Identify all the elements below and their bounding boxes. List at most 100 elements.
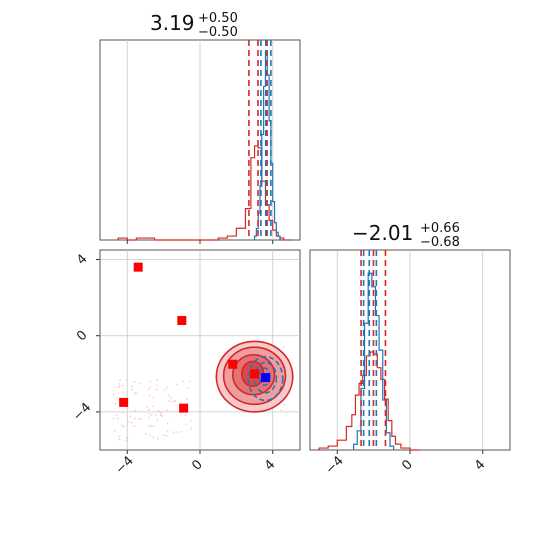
red-square-marker <box>177 315 187 325</box>
sample-point <box>159 412 162 415</box>
sample-point <box>125 439 128 442</box>
sample-point <box>150 414 153 417</box>
red-histogram-step <box>117 145 291 241</box>
quantile-lines <box>360 250 387 450</box>
sample-point <box>150 425 153 427</box>
sample-point <box>112 417 115 420</box>
title-minus: −0.50 <box>198 25 238 40</box>
sample-point <box>162 434 165 437</box>
sample-point <box>140 418 143 421</box>
sample-point <box>155 413 157 416</box>
sample-point <box>119 379 121 381</box>
sample-point <box>159 410 162 413</box>
sample-point <box>156 419 159 422</box>
sample-point <box>148 394 151 397</box>
sample-point <box>166 429 169 432</box>
x-tick-label: 4 <box>472 457 488 473</box>
sample-point <box>147 409 150 412</box>
panel-param2-histogram: −4 0 4 −2.01 +0.66 −0.68 <box>309 221 511 478</box>
sample-point <box>167 394 170 397</box>
sample-point <box>118 438 121 441</box>
sample-point <box>121 412 124 415</box>
sample-point <box>148 425 151 428</box>
panel-title: 3.19 +0.50 −0.50 <box>150 11 238 40</box>
sample-point <box>185 423 187 426</box>
sample-point <box>114 402 117 405</box>
sample-point <box>182 380 184 383</box>
sample-point <box>133 417 136 420</box>
sample-point <box>127 421 129 423</box>
sample-point <box>169 397 172 399</box>
panel-grid <box>336 250 484 450</box>
sample-point <box>138 417 141 420</box>
sample-point <box>176 431 179 434</box>
sample-point <box>157 409 160 412</box>
sample-point <box>163 389 166 391</box>
x-tick-label: −4 <box>323 453 347 477</box>
sample-point <box>161 415 163 417</box>
y-tick-label: 4 <box>74 252 90 268</box>
title-plus: +0.50 <box>198 11 238 26</box>
sample-point <box>280 409 283 411</box>
sample-point <box>133 425 136 427</box>
sample-point <box>282 346 285 348</box>
sample-point <box>121 424 124 427</box>
quantile-lines <box>248 40 272 240</box>
panel-2d-contour: −4 0 4 −4 0 4 <box>70 249 301 478</box>
sample-point <box>118 385 120 388</box>
sample-point <box>172 400 175 403</box>
sample-point <box>117 417 119 420</box>
sample-point <box>190 428 192 430</box>
sample-point <box>148 434 151 436</box>
sample-point <box>115 414 118 417</box>
sample-point <box>131 385 134 388</box>
sample-point <box>133 392 136 395</box>
sample-point <box>189 419 192 422</box>
sample-point <box>184 414 187 417</box>
y-tick-label: −4 <box>70 400 94 424</box>
sample-point <box>125 379 128 382</box>
red-square-marker <box>228 359 238 369</box>
sample-point <box>130 388 133 391</box>
sample-point <box>157 438 159 440</box>
x-tick-label: 0 <box>399 457 415 473</box>
sample-point <box>139 382 142 385</box>
sample-point <box>147 416 150 419</box>
blue-square-marker <box>260 373 270 383</box>
red-square-marker <box>119 397 129 407</box>
sample-point <box>112 393 115 396</box>
sample-point <box>122 391 124 394</box>
title-minus: −0.68 <box>420 235 460 250</box>
sample-point <box>122 425 125 428</box>
sample-point <box>283 403 286 406</box>
red-square-marker <box>250 369 260 379</box>
blue-contour <box>258 367 271 387</box>
y-tick-label: 0 <box>74 328 90 344</box>
sample-point <box>133 381 136 384</box>
sample-point <box>151 405 154 408</box>
red-square-marker <box>133 262 143 272</box>
red-square-marker <box>179 403 189 413</box>
sample-point <box>165 409 168 411</box>
sample-point <box>188 380 191 383</box>
sample-point <box>124 392 127 395</box>
sample-point <box>166 422 169 425</box>
sample-point <box>156 379 159 382</box>
sample-point <box>149 386 151 389</box>
title-plus: +0.66 <box>420 221 460 236</box>
blue-contour <box>247 355 284 402</box>
sample-point <box>121 384 124 387</box>
sample-point <box>130 421 133 424</box>
sample-point <box>152 425 155 428</box>
sample-point <box>152 396 155 399</box>
sample-point <box>118 435 121 438</box>
sample-point <box>187 387 190 389</box>
panel-param1-histogram: 3.19 +0.50 −0.50 <box>99 11 301 244</box>
sample-point <box>155 388 158 391</box>
sample-point <box>146 406 148 408</box>
x-tick-label: 4 <box>262 457 278 473</box>
sample-point <box>113 430 116 432</box>
sample-point <box>147 388 150 391</box>
sample-point <box>144 432 147 435</box>
